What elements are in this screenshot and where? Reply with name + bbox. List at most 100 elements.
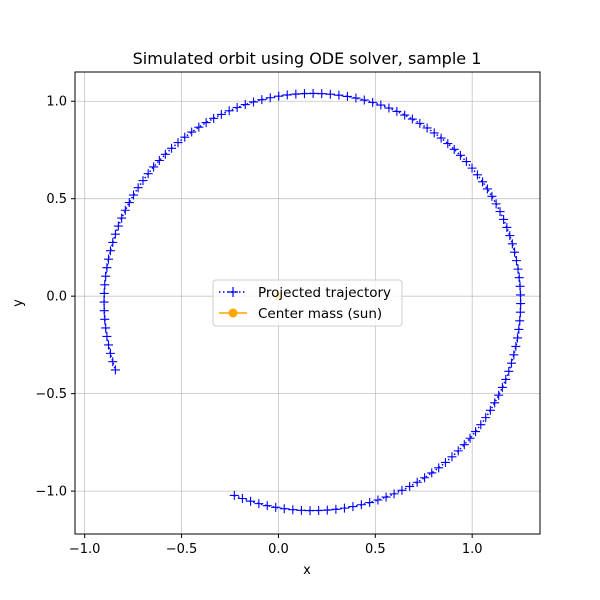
- chart-title: Simulated orbit using ODE solver, sample…: [133, 49, 482, 68]
- trajectory-point: [420, 473, 430, 483]
- trajectory-point: [265, 93, 275, 103]
- trajectory-point: [317, 89, 327, 99]
- trajectory-point: [105, 348, 115, 358]
- trajectory-point: [224, 106, 234, 116]
- trajectory-point: [143, 169, 153, 179]
- trajectory-point: [515, 307, 525, 317]
- trajectory-point: [482, 184, 492, 194]
- trajectory-point: [246, 496, 256, 506]
- trajectory-point: [507, 239, 517, 249]
- trajectory-point: [497, 382, 507, 392]
- x-tick-label: 0.5: [365, 542, 386, 557]
- trajectory-line: [103, 92, 522, 512]
- x-tick-label: −1.0: [69, 542, 101, 557]
- trajectory-point: [471, 427, 481, 437]
- y-axis-label: y: [11, 299, 26, 307]
- trajectory-point: [149, 162, 159, 172]
- trajectory-point: [495, 207, 505, 217]
- trajectory-point: [515, 316, 525, 326]
- trajectory-point: [447, 452, 457, 462]
- trajectory-point: [201, 118, 211, 128]
- trajectory-point: [254, 499, 264, 509]
- legend-sun-swatch: [219, 308, 247, 318]
- trajectory-point: [515, 281, 525, 291]
- trajectory-point: [104, 340, 114, 350]
- trajectory-point: [325, 89, 335, 99]
- trajectory-point: [436, 133, 446, 143]
- trajectory-point: [351, 93, 361, 103]
- trajectory-point: [257, 95, 267, 105]
- plot-area: [99, 88, 526, 516]
- trajectory-point: [133, 183, 143, 193]
- trajectory-point: [113, 221, 123, 231]
- trajectory-point: [99, 306, 109, 316]
- trajectory-point: [248, 97, 258, 107]
- trajectory-point: [397, 485, 407, 495]
- trajectory-point: [443, 139, 453, 149]
- trajectory-point: [322, 505, 332, 515]
- trajectory-point: [509, 350, 519, 360]
- trajectory-point: [513, 264, 523, 274]
- trajectory-point: [160, 149, 170, 159]
- trajectory-point: [514, 273, 524, 283]
- grid: [75, 72, 540, 534]
- trajectory-point: [100, 280, 110, 290]
- trajectory-point: [459, 440, 469, 450]
- trajectory-point: [129, 190, 139, 200]
- trajectory-point: [314, 506, 324, 516]
- y-tick-label: 1.0: [46, 95, 67, 110]
- trajectory-point: [502, 222, 512, 232]
- trajectory-point: [392, 106, 402, 116]
- trajectory-point: [102, 331, 112, 341]
- trajectory-point: [494, 390, 504, 400]
- trajectory-point: [453, 446, 463, 456]
- trajectory-point: [194, 122, 204, 132]
- trajectory-point: [356, 500, 366, 510]
- trajectory-point: [105, 246, 115, 256]
- trajectory-point: [100, 314, 110, 324]
- trajectory-point: [485, 405, 495, 415]
- trajectory-point: [271, 502, 281, 512]
- trajectory-point: [101, 323, 111, 333]
- trajectory-point: [279, 504, 289, 514]
- trajectory-point: [305, 506, 315, 516]
- trajectory-point: [376, 100, 386, 110]
- trajectory-point: [117, 213, 127, 223]
- trajectory-point: [187, 127, 197, 137]
- axis-ticks: −1.0 −0.5 0.0 0.5 1.0 −1.0 −0.5 0.0 0.5 1.0: [35, 95, 482, 557]
- trajectory-point: [461, 157, 471, 167]
- x-tick-label: 0.0: [268, 542, 289, 557]
- trajectory-point: [296, 505, 306, 515]
- trajectory-point: [365, 498, 375, 508]
- trajectory-point: [368, 97, 378, 107]
- trajectory-point: [476, 420, 486, 430]
- trajectory-point: [232, 103, 242, 113]
- x-tick-label: 1.0: [462, 542, 483, 557]
- trajectory-point: [505, 231, 515, 241]
- trajectory-point: [422, 123, 432, 133]
- trajectory-point: [511, 341, 521, 351]
- trajectory-point: [138, 176, 148, 186]
- trajectory-point: [513, 333, 523, 343]
- trajectory-point: [510, 247, 520, 257]
- trajectory-point: [291, 89, 301, 99]
- trajectory-point: [308, 88, 318, 98]
- trajectory-point: [359, 95, 369, 105]
- trajectory-point: [412, 477, 422, 487]
- legend-label-trajectory: Projected trajectory: [258, 285, 391, 301]
- y-tick-label: 0.5: [46, 192, 67, 207]
- trajectory-point: [491, 199, 501, 209]
- trajectory-point: [240, 100, 250, 110]
- trajectory-point: [101, 271, 111, 281]
- trajectory-point: [506, 358, 516, 368]
- trajectory-point: [237, 493, 247, 503]
- trajectory-point: [154, 156, 164, 166]
- trajectory-point: [490, 398, 500, 408]
- trajectory-point: [104, 254, 114, 264]
- legend-label-sun: Center mass (sun): [258, 306, 382, 322]
- x-tick-label: −0.5: [166, 542, 198, 557]
- trajectory-point: [499, 214, 509, 224]
- trajectory-point: [108, 357, 118, 367]
- trajectory-point: [120, 205, 130, 215]
